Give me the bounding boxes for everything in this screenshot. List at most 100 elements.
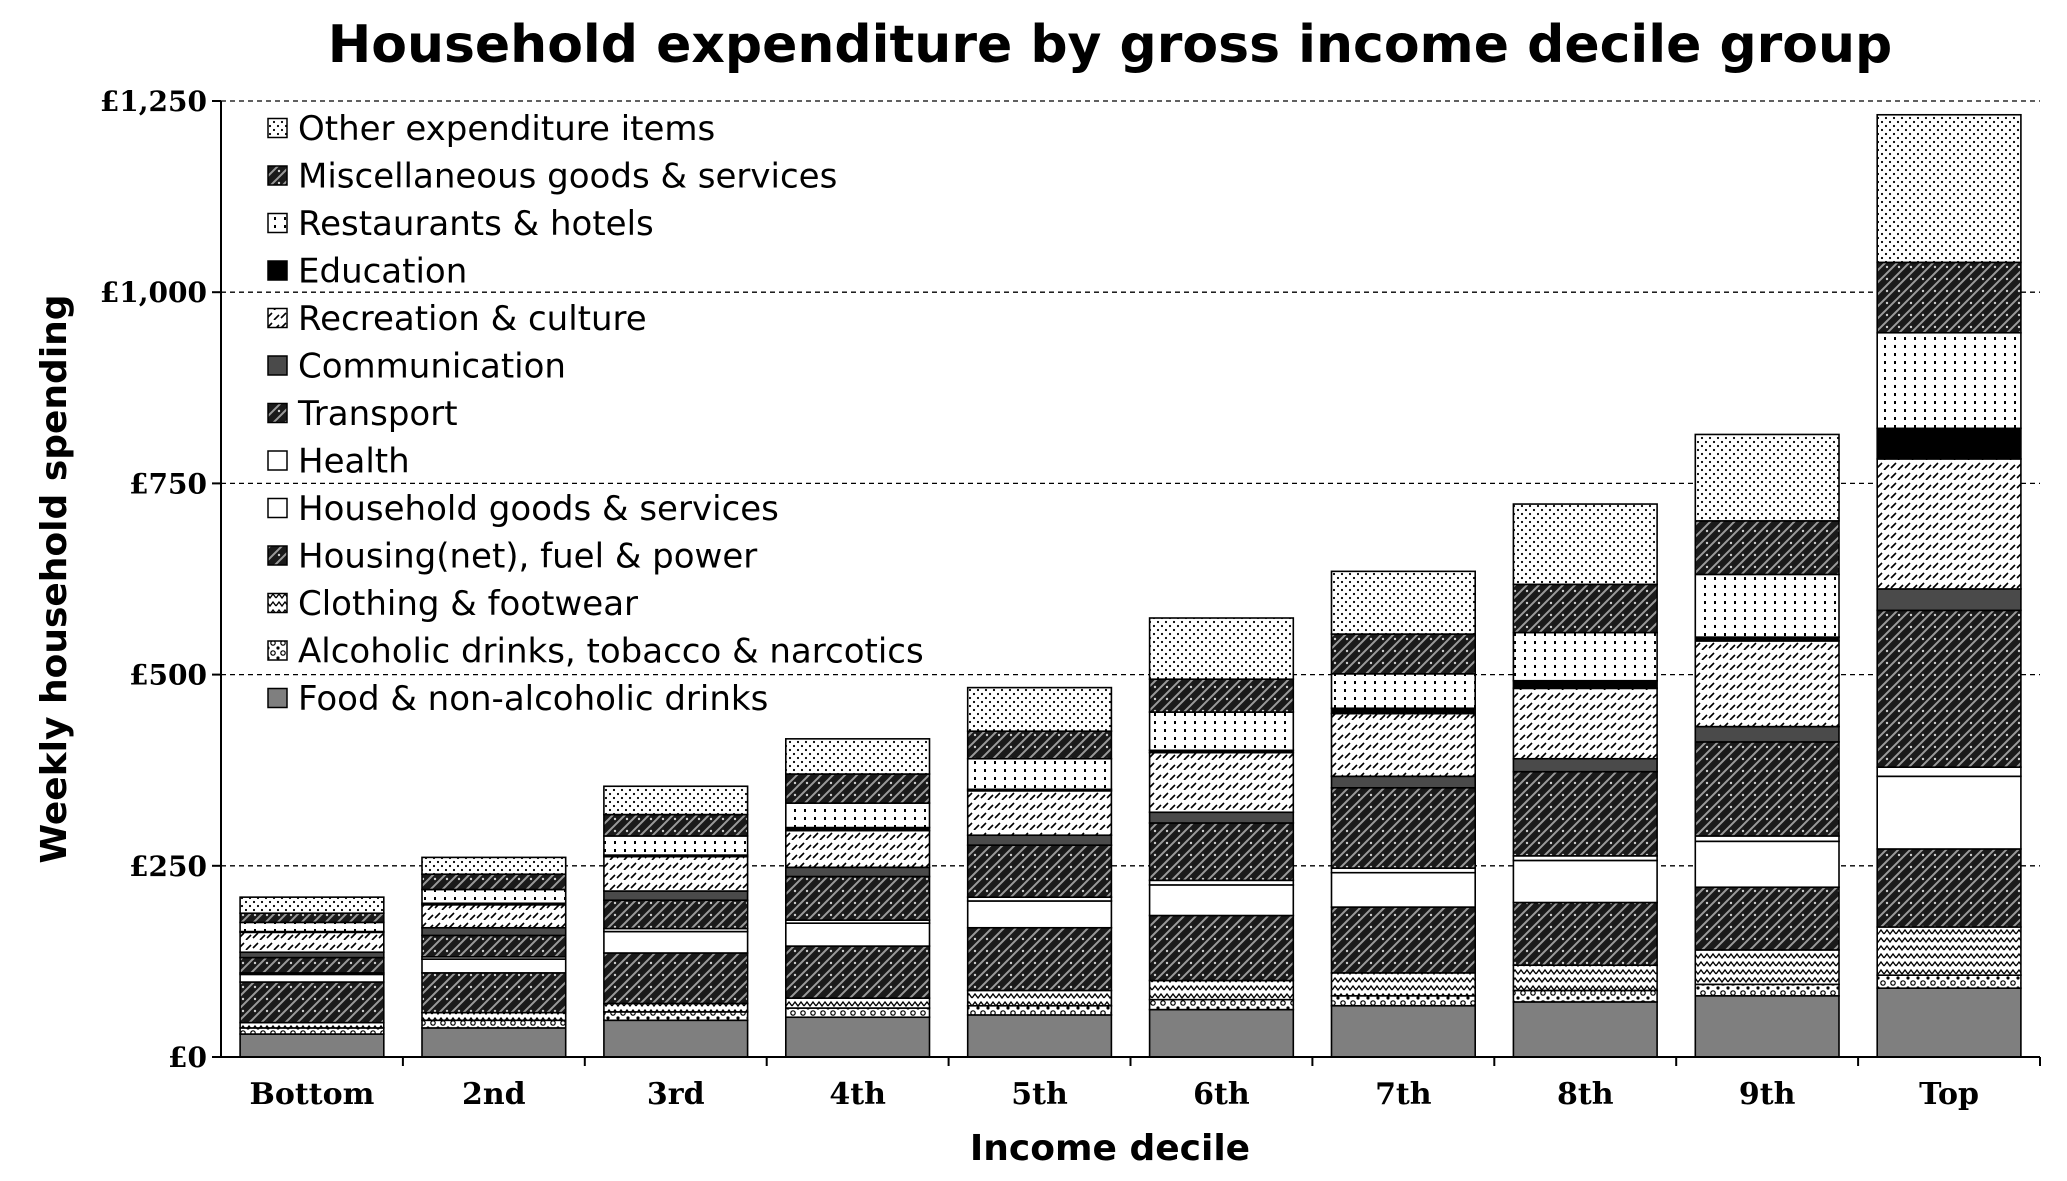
bar-segment-transport bbox=[1330, 786, 1477, 869]
y-tick-label: £1,000 bbox=[100, 276, 207, 309]
bar-segment-transport bbox=[784, 875, 931, 921]
bar-segment-transport bbox=[421, 934, 567, 958]
y-tick-label: £0 bbox=[168, 1041, 207, 1074]
legend-item-alcoholic-drinks-tobacco-narcotics: Alcoholic drinks, tobacco & narcotics bbox=[267, 632, 924, 672]
legend-label: Miscellaneous goods & services bbox=[298, 157, 837, 197]
legend-item-household-goods-services: Household goods & services bbox=[267, 489, 779, 529]
y-tick-label: £250 bbox=[129, 850, 207, 883]
legend-item-health: Health bbox=[267, 442, 410, 482]
bar-stack-top bbox=[1876, 113, 2022, 1058]
bar-segment-miscellaneous-goods-services bbox=[603, 813, 749, 837]
bar-segment-communication bbox=[421, 926, 567, 937]
legend-item-restaurants-hotels: Restaurants & hotels bbox=[267, 204, 654, 244]
bar-segment-restaurants-hotels bbox=[1512, 631, 1658, 682]
legend-swatch bbox=[267, 355, 288, 376]
bar-segment-household-goods-services bbox=[1876, 775, 2022, 850]
bar-segment-food-non-alcoholic-drinks bbox=[1148, 1008, 1295, 1058]
bar-segment-communication bbox=[1148, 811, 1295, 824]
bar-segment-clothing-footwear bbox=[421, 1011, 567, 1022]
bar-segment-alcoholic-drinks-tobacco-narcotics bbox=[1330, 995, 1477, 1007]
x-tick-label: Top bbox=[1919, 1077, 1979, 1112]
bar-segment-miscellaneous-goods-services bbox=[1148, 678, 1295, 713]
bar-segment-household-goods-services bbox=[784, 922, 931, 947]
legend-label: Communication bbox=[298, 347, 566, 387]
bar-segment-household-goods-services bbox=[603, 930, 749, 954]
bar-stack-bottom bbox=[239, 896, 385, 1058]
bar-segment-recreation-culture bbox=[1148, 751, 1295, 814]
legend-label: Education bbox=[298, 252, 467, 292]
bar-segment-other-expenditure-items bbox=[966, 686, 1113, 732]
x-tick-label: 2nd bbox=[462, 1077, 526, 1112]
bar-segment-clothing-footwear bbox=[784, 997, 931, 1009]
bar-segment-food-non-alcoholic-drinks bbox=[1330, 1004, 1477, 1058]
bar-segment-food-non-alcoholic-drinks bbox=[1512, 1001, 1658, 1058]
bar-segment-other-expenditure-items bbox=[1330, 570, 1477, 635]
chart-title: Household expenditure by gross income de… bbox=[328, 15, 1893, 75]
bar-segment-alcoholic-drinks-tobacco-narcotics bbox=[1694, 983, 1840, 997]
legend-item-transport: Transport bbox=[267, 394, 458, 434]
legend-swatch bbox=[267, 640, 288, 661]
bar-segment-health bbox=[1694, 835, 1840, 843]
x-tick-label: 3rd bbox=[647, 1077, 705, 1112]
y-axis-label: Weekly household spending bbox=[34, 294, 75, 863]
bar-segment-restaurants-hotels bbox=[1330, 673, 1477, 710]
bar-segment-household-goods-services bbox=[1694, 840, 1840, 889]
x-tick-label: 6th bbox=[1193, 1077, 1250, 1112]
bar-segment-communication bbox=[784, 866, 931, 878]
legend-swatch bbox=[267, 592, 288, 614]
legend-item-education: Education bbox=[267, 252, 467, 292]
bar-segment-health bbox=[1876, 766, 2022, 778]
bar-segment-communication bbox=[603, 890, 749, 902]
bars bbox=[239, 113, 2022, 1058]
bar-stack-4th bbox=[784, 738, 931, 1058]
x-tick-label: 7th bbox=[1375, 1077, 1432, 1112]
legend-swatch bbox=[267, 545, 288, 566]
bar-segment-recreation-culture bbox=[1330, 712, 1477, 778]
bar-segment-education bbox=[1512, 679, 1658, 690]
x-tick-label: Bottom bbox=[250, 1077, 375, 1112]
bar-segment-alcoholic-drinks-tobacco-narcotics bbox=[966, 1004, 1113, 1016]
bar-segment-alcoholic-drinks-tobacco-narcotics bbox=[1876, 974, 2022, 989]
bar-segment-other-expenditure-items bbox=[1694, 433, 1840, 522]
bar-stack-7th bbox=[1330, 570, 1477, 1058]
legend-label: Household goods & services bbox=[298, 489, 779, 529]
bar-segment-alcoholic-drinks-tobacco-narcotics bbox=[1512, 989, 1658, 1003]
legend-label: Clothing & footwear bbox=[298, 584, 638, 624]
bar-segment-household-goods-services bbox=[239, 973, 385, 983]
bar-segment-recreation-culture bbox=[1694, 640, 1840, 728]
bar-segment-communication bbox=[1330, 775, 1477, 789]
bar-stack-9th bbox=[1694, 433, 1840, 1058]
legend-swatch bbox=[267, 212, 288, 234]
legend-label: Health bbox=[298, 442, 410, 482]
bar-segment-communication bbox=[966, 834, 1113, 846]
bar-segment-recreation-culture bbox=[603, 855, 749, 892]
bar-segment-education bbox=[1876, 427, 2022, 460]
bar-segment-education bbox=[1330, 707, 1477, 715]
legend-label: Restaurants & hotels bbox=[298, 204, 654, 244]
legend-item-other-expenditure-items: Other expenditure items bbox=[267, 109, 715, 149]
bar-segment-miscellaneous-goods-services bbox=[784, 773, 931, 804]
bar-segment-restaurants-hotels bbox=[966, 757, 1113, 791]
bar-segment-miscellaneous-goods-services bbox=[1876, 261, 2022, 334]
legend-item-recreation-culture: Recreation & culture bbox=[267, 299, 647, 339]
bar-segment-restaurants-hotels bbox=[239, 921, 385, 933]
bar-segment-transport bbox=[1148, 822, 1295, 882]
bar-segment-restaurants-hotels bbox=[1876, 331, 2022, 430]
y-tick-label: £750 bbox=[129, 467, 207, 500]
bar-segment-miscellaneous-goods-services bbox=[1330, 633, 1477, 675]
legend-label: Housing(net), fuel & power bbox=[298, 537, 757, 577]
bar-segment-food-non-alcoholic-drinks bbox=[1876, 987, 2022, 1058]
bar-segment-other-expenditure-items bbox=[239, 896, 385, 915]
bar-segment-household-goods-services bbox=[421, 958, 567, 974]
bar-segment-miscellaneous-goods-services bbox=[239, 912, 385, 924]
bar-segment-food-non-alcoholic-drinks bbox=[239, 1033, 385, 1058]
bar-segment-transport bbox=[1694, 741, 1840, 837]
bar-segment-clothing-footwear bbox=[1876, 926, 2022, 976]
bar-segment-clothing-footwear bbox=[1694, 949, 1840, 986]
legend-item-miscellaneous-goods-services: Miscellaneous goods & services bbox=[267, 157, 837, 197]
legend-item-housing-net-fuel-power: Housing(net), fuel & power bbox=[267, 537, 757, 577]
legend-swatch bbox=[267, 402, 288, 424]
bar-segment-housing-net-fuel-power bbox=[239, 981, 385, 1024]
bar-segment-alcoholic-drinks-tobacco-narcotics bbox=[1148, 998, 1295, 1011]
